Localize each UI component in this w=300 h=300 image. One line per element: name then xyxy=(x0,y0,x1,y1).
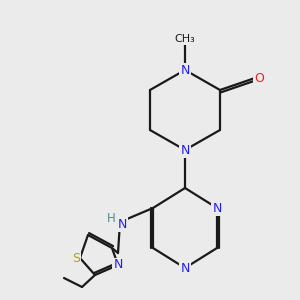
Text: N: N xyxy=(212,202,222,214)
Text: O: O xyxy=(254,71,264,85)
Text: N: N xyxy=(113,259,123,272)
Text: N: N xyxy=(180,262,190,275)
Text: CH₃: CH₃ xyxy=(175,34,195,44)
Text: S: S xyxy=(72,251,80,265)
Text: H: H xyxy=(107,212,116,226)
Text: N: N xyxy=(117,218,127,230)
Text: N: N xyxy=(180,64,190,76)
Text: N: N xyxy=(180,143,190,157)
